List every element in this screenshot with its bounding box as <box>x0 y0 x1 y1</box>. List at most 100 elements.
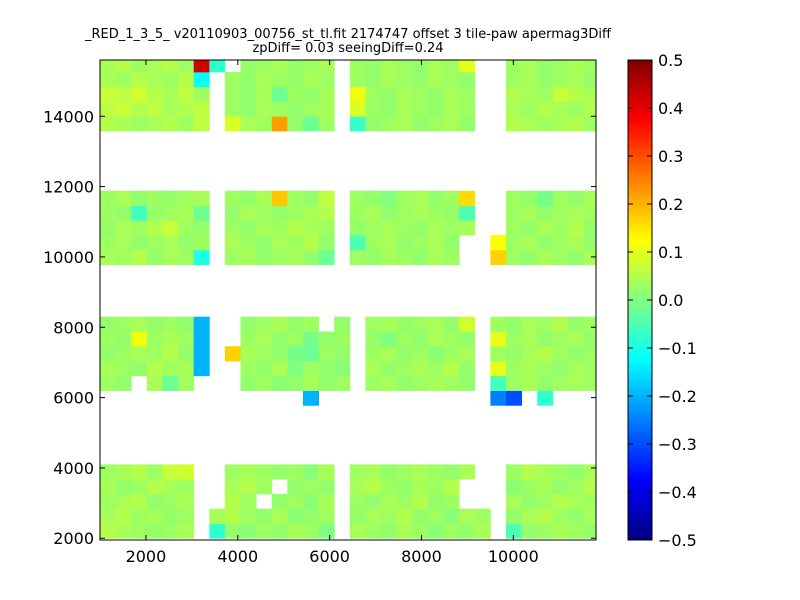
heatmap-cell <box>427 101 444 117</box>
heatmap-cell <box>131 205 148 221</box>
heatmap-cell <box>412 361 429 377</box>
heatmap-cell <box>240 508 257 524</box>
heatmap-cell <box>490 249 507 266</box>
heatmap-cell <box>443 508 460 524</box>
heatmap-cell <box>178 71 195 88</box>
heatmap-cell <box>256 479 273 495</box>
heatmap-cell <box>568 86 585 102</box>
heatmap-cell <box>365 249 382 266</box>
heatmap-cell <box>100 493 117 510</box>
heatmap-cell <box>396 220 413 236</box>
heatmap-cell <box>427 523 444 539</box>
heatmap-cell <box>584 101 596 117</box>
heatmap-cell <box>334 346 351 362</box>
heatmap-cell <box>209 508 226 524</box>
heatmap-cell <box>115 101 132 117</box>
heatmap-cell <box>584 479 596 495</box>
heatmap-cell <box>193 235 210 251</box>
heatmap-cell <box>459 220 476 236</box>
colorbar-tick-label: −0.1 <box>658 339 697 358</box>
heatmap-cell <box>505 190 522 206</box>
heatmap-cell <box>349 508 366 524</box>
heatmap-cell <box>349 523 366 539</box>
heatmap-cell <box>178 479 195 495</box>
heatmap-cell <box>505 479 522 495</box>
heatmap-cell <box>505 361 522 377</box>
heatmap-cell <box>568 375 585 391</box>
heatmap-cell <box>287 205 304 221</box>
heatmap-cell <box>256 464 273 480</box>
heatmap-cell <box>396 190 413 206</box>
heatmap-cell <box>396 116 413 132</box>
heatmap-cell <box>521 220 538 236</box>
heatmap-cell <box>505 101 522 117</box>
heatmap-cell <box>412 316 429 332</box>
heatmap-cell <box>256 316 273 332</box>
heatmap-cell <box>427 86 444 102</box>
heatmap-cell <box>505 71 522 88</box>
heatmap-cell <box>505 220 522 236</box>
heatmap-cell <box>100 116 117 132</box>
heatmap-cell <box>568 249 585 266</box>
plot-frame <box>99 59 597 541</box>
heatmap-cell <box>178 316 195 332</box>
heatmap-cell <box>505 86 522 102</box>
heatmap-cell <box>443 71 460 88</box>
heatmap-cell <box>521 316 538 332</box>
heatmap-cell <box>412 60 429 73</box>
heatmap-cell <box>131 331 148 347</box>
heatmap-cell <box>537 71 554 88</box>
heatmap-cell <box>162 220 179 236</box>
heatmap-cell <box>131 479 148 495</box>
heatmap-cell <box>584 508 596 524</box>
heatmap-cell <box>224 205 241 221</box>
heatmap-cell <box>146 60 163 73</box>
heatmap-cell <box>537 316 554 332</box>
heatmap-cell <box>240 464 257 480</box>
heatmap-cell <box>552 361 569 377</box>
heatmap-cell <box>568 508 585 524</box>
heatmap-cell <box>568 190 585 206</box>
heatmap-cell <box>552 493 569 510</box>
heatmap-cell <box>146 249 163 266</box>
heatmap-cell <box>178 361 195 377</box>
heatmap-cell <box>381 101 398 117</box>
heatmap-cell <box>318 523 335 539</box>
heatmap-cell <box>162 464 179 480</box>
heatmap-cell <box>505 523 522 539</box>
y-tick-label: 6000 <box>53 389 94 408</box>
heatmap-cell <box>256 220 273 236</box>
y-axis: 2000 4000 6000 8000 10000 12000 14000 <box>43 107 596 548</box>
heatmap-cell <box>459 101 476 117</box>
heatmap-cell <box>365 361 382 377</box>
heatmap-cell <box>552 220 569 236</box>
heatmap-cell <box>178 205 195 221</box>
heatmap-cell <box>100 508 117 524</box>
heatmap-cell <box>521 508 538 524</box>
colorbar-tick-label: −0.5 <box>658 531 697 550</box>
heatmap-cell <box>521 464 538 480</box>
heatmap-cell <box>193 190 210 206</box>
heatmap-cell <box>459 60 476 73</box>
heatmap-cell <box>178 86 195 102</box>
heatmap-cell <box>100 346 117 362</box>
chart-title-line-2: zpDiff= 0.03 seeingDiff=0.24 <box>252 41 443 56</box>
heatmap-cell <box>537 101 554 117</box>
heatmap-cell <box>240 346 257 362</box>
heatmap-cell <box>287 375 304 391</box>
heatmap-cell <box>396 523 413 539</box>
heatmap-cell <box>224 235 241 251</box>
heatmap-cell <box>584 331 596 347</box>
heatmap-cell <box>505 316 522 332</box>
heatmap-cell <box>100 71 117 88</box>
heatmap-cell <box>224 190 241 206</box>
heatmap-cell <box>115 493 132 510</box>
heatmap-cell <box>584 86 596 102</box>
heatmap-cell <box>318 508 335 524</box>
heatmap-cell <box>100 331 117 347</box>
heatmap-cell <box>396 86 413 102</box>
heatmap-cell <box>365 101 382 117</box>
heatmap-cell <box>146 235 163 251</box>
heatmap-cell <box>427 508 444 524</box>
